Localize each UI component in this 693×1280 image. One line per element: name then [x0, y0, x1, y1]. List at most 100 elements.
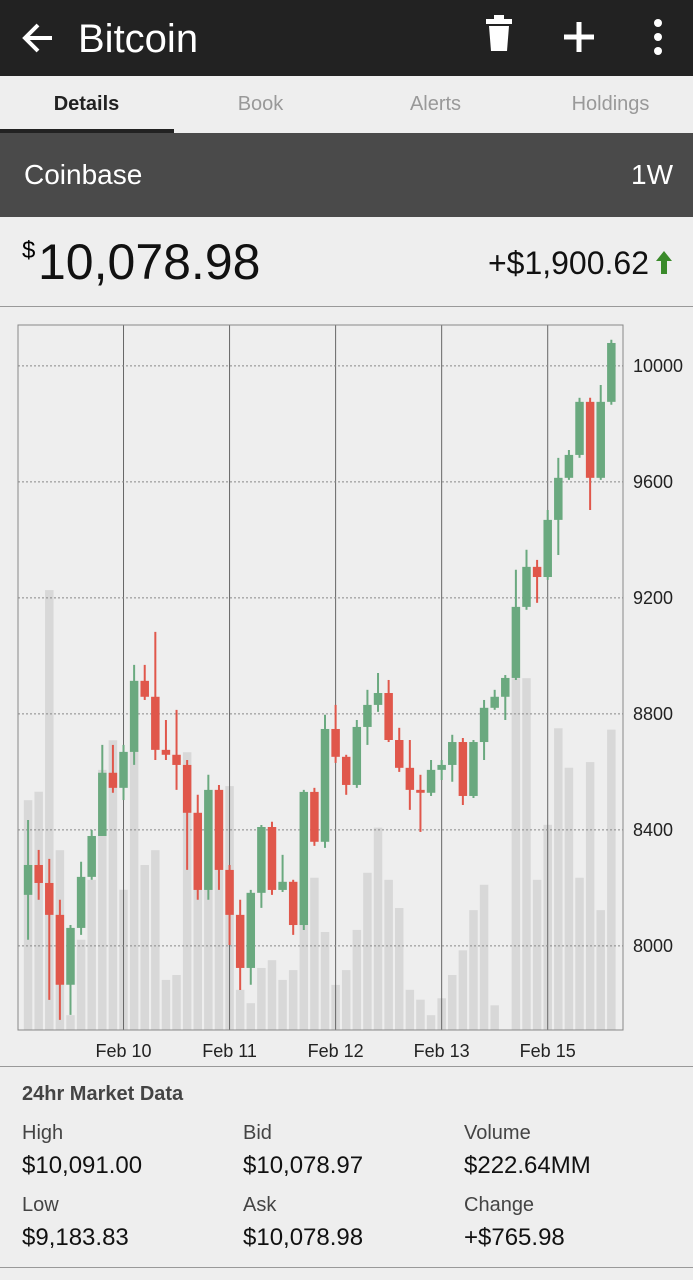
y-tick-label: 8800	[633, 704, 673, 724]
candle-body	[87, 835, 96, 877]
volume-bar	[267, 960, 277, 1030]
x-tick-label: Feb 11	[202, 1041, 257, 1061]
volume-bar	[214, 860, 224, 1030]
candle-body	[193, 812, 202, 890]
stat-value: $10,091.00	[22, 1152, 143, 1179]
volume-bar	[172, 975, 181, 1030]
stat-label: Volume	[464, 1122, 531, 1144]
candle-body	[585, 401, 595, 478]
candle-body	[532, 566, 542, 578]
x-tick-label: Feb 13	[414, 1041, 470, 1061]
stat-label: High	[22, 1122, 64, 1144]
volume-bar	[257, 967, 266, 1030]
candle-body	[108, 772, 118, 788]
x-tick-label: Feb 15	[520, 1041, 576, 1061]
volume-bar	[161, 979, 171, 1030]
volume-bar	[522, 678, 531, 1030]
candle-body	[98, 772, 107, 836]
volume-bar	[246, 1003, 256, 1030]
volume-bar	[384, 879, 393, 1030]
y-tick-label: 10000	[633, 356, 683, 376]
stat-label: Change	[464, 1194, 535, 1216]
volume-bar	[151, 850, 160, 1030]
volume-bar	[575, 877, 584, 1030]
candle-body	[607, 342, 616, 402]
tab[interactable]: Alerts	[409, 93, 462, 115]
volume-bar	[140, 865, 149, 1030]
candle-body	[511, 606, 521, 678]
tab[interactable]: Book	[237, 93, 284, 115]
volume-bar	[405, 989, 415, 1030]
volume-bar	[193, 860, 202, 1030]
app-bar-icons: Bitcoin	[22, 15, 662, 61]
volume-bar	[34, 791, 43, 1030]
volume-bar	[235, 989, 245, 1030]
price: 10,078.98	[38, 234, 261, 290]
add-icon[interactable]	[564, 22, 594, 52]
plot-frame	[17, 324, 624, 1031]
candle-body	[448, 742, 457, 765]
y-tick-label: 9600	[633, 472, 673, 492]
section-title: 24hr Market Data	[22, 1083, 184, 1105]
back-icon[interactable]	[22, 23, 52, 53]
candle-body	[543, 519, 552, 578]
volume-bar	[76, 939, 86, 1030]
candle-body	[490, 696, 499, 708]
candle-body	[140, 680, 149, 697]
candle-body	[564, 454, 574, 478]
candle-body	[278, 881, 287, 890]
volume-bar	[278, 979, 287, 1030]
candle-body	[34, 864, 43, 883]
y-tick-label: 9200	[633, 588, 673, 608]
candle-body	[363, 704, 372, 727]
candle-body	[469, 742, 478, 796]
candle-body	[320, 728, 330, 842]
title: Bitcoin	[78, 17, 198, 61]
x-tick-label: Feb 10	[95, 1041, 151, 1061]
volume-bar	[373, 827, 383, 1030]
volume-bar	[511, 678, 521, 1030]
menu-icon[interactable]	[654, 19, 662, 55]
stat-value: +$765.98	[464, 1224, 565, 1251]
candle-body	[437, 764, 446, 770]
volume-bar	[596, 910, 605, 1030]
tab[interactable]: Details	[53, 93, 120, 115]
candle-body	[161, 749, 171, 755]
tab[interactable]: Holdings	[571, 93, 650, 115]
candle-body	[119, 751, 128, 788]
exchange-bar: Coinbase 1W	[0, 133, 693, 217]
candle-body	[458, 742, 468, 796]
x-tick-label: Feb 12	[308, 1041, 364, 1061]
delete-icon[interactable]	[486, 15, 512, 51]
candle-body	[172, 754, 181, 765]
volume-bar	[352, 929, 362, 1030]
volume-bar	[394, 908, 404, 1030]
volume-bar	[320, 932, 330, 1030]
volume-bar	[182, 752, 192, 1030]
stat-label: Ask	[243, 1194, 277, 1216]
period[interactable]: 1W	[631, 159, 673, 190]
tab-indicator	[0, 129, 174, 133]
volume-bar	[448, 975, 457, 1030]
volume-bar	[66, 1015, 75, 1030]
volume-bar	[310, 877, 319, 1030]
candle-body	[204, 789, 213, 890]
candle-body	[246, 892, 256, 968]
candle-body	[522, 566, 531, 607]
volume-bar	[416, 999, 425, 1030]
volume-bar	[288, 970, 298, 1030]
y-tick-label: 8000	[633, 936, 673, 956]
exchange-name[interactable]: Coinbase	[24, 159, 143, 190]
candle-body	[23, 864, 33, 895]
candle-body	[45, 882, 54, 915]
volume-bar	[490, 1005, 499, 1030]
candle-body	[129, 680, 139, 752]
candle-body	[299, 791, 309, 926]
candle-body	[225, 869, 234, 915]
candle-body	[405, 767, 415, 790]
stat-value: $10,078.98	[243, 1224, 364, 1251]
stat-value: $9,183.83	[22, 1224, 129, 1251]
market-data: 24hr Market Data High $10,091.00 Bid $10…	[0, 1066, 693, 1268]
candle-body	[310, 791, 319, 842]
